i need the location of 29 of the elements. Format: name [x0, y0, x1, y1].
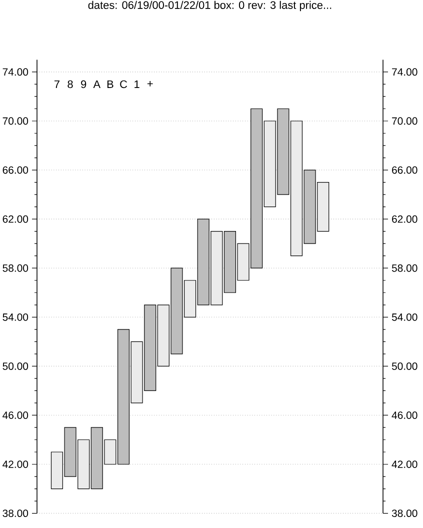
annotation: 1 [134, 80, 140, 88]
annotation: 9 [81, 80, 86, 88]
y2-tick-label: 70.00 [392, 117, 418, 125]
y-tick-label: 62.00 [2, 215, 28, 223]
annotation: 8 [68, 80, 73, 88]
y2-tick-label: 74.00 [392, 68, 418, 76]
y-tick-label: 54.00 [2, 313, 28, 321]
y2-tick-label: 54.00 [392, 313, 418, 321]
y2-tick-label: 46.00 [392, 412, 418, 419]
y-tick-label: 42.00 [2, 460, 28, 468]
y2-tick-label: 38.00 [392, 510, 418, 518]
annotation: A [93, 80, 101, 88]
annotation: B [107, 80, 114, 88]
y2-tick-label: 42.00 [392, 460, 418, 468]
y-tick-label: 38.00 [2, 510, 28, 518]
y2-tick-label: 66.00 [392, 166, 418, 174]
annotation: 7 [54, 80, 60, 88]
y2-tick-label: 50.00 [392, 362, 418, 370]
y-tick-label: 70.00 [2, 117, 28, 125]
y-tick-label: 46.00 [2, 412, 28, 419]
annotation: C [120, 80, 128, 88]
y2-tick-label: 58.00 [392, 264, 418, 272]
y-tick-label: 50.00 [2, 362, 28, 370]
chart-title: dates: 06/19/00-01/22/01 box: 0 rev: 3 last price... [88, 0, 332, 12]
y-tick-label: 66.00 [2, 166, 28, 174]
y-tick-label: 74.00 [2, 68, 28, 76]
y2-tick-label: 62.00 [392, 215, 418, 223]
annotation: + [147, 81, 153, 86]
y-tick-label: 58.00 [2, 264, 28, 272]
